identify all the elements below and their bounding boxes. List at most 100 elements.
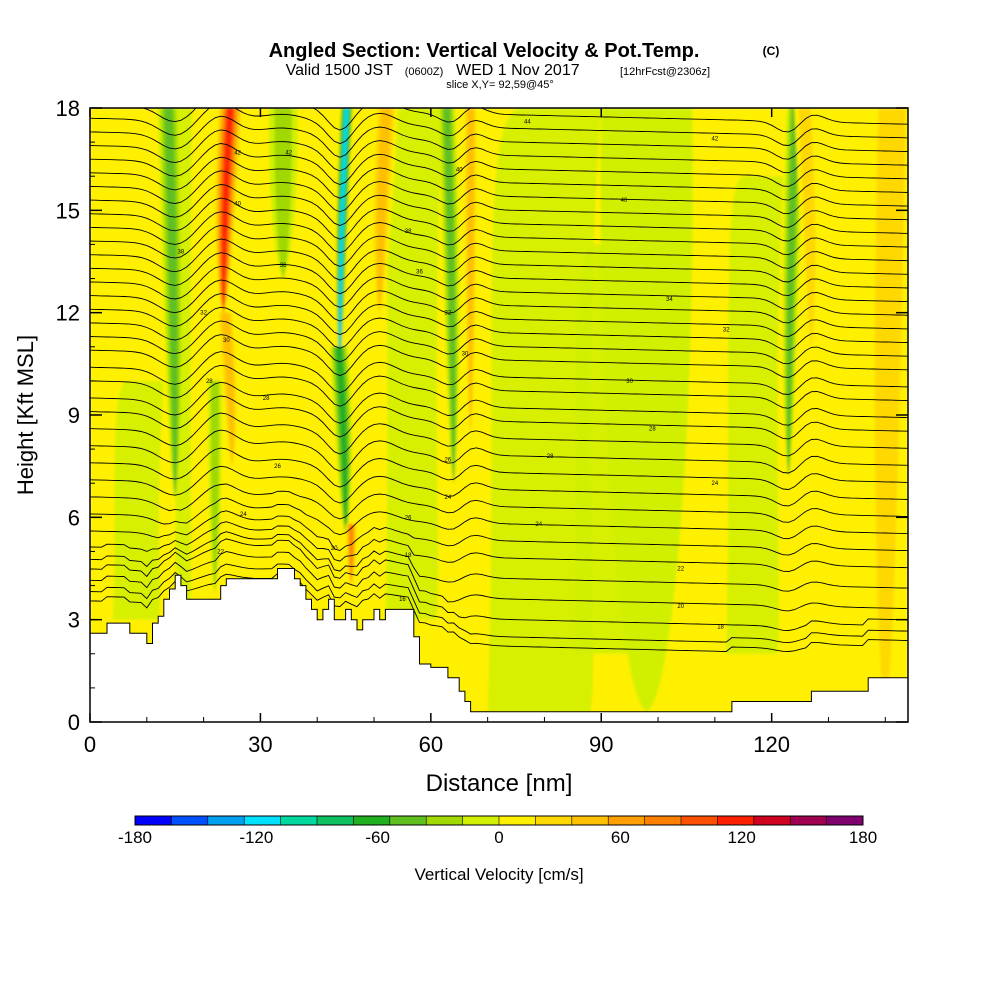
isentrope-line [90, 279, 908, 324]
isentrope-line [90, 531, 908, 592]
isentrope-line [90, 351, 908, 395]
colorbar-label: Vertical Velocity [cm/s] [414, 865, 583, 884]
x-tick-label: 30 [248, 732, 272, 757]
velocity-plume [786, 108, 800, 477]
field-region [112, 380, 164, 620]
colorbar-swatch [244, 816, 281, 825]
isentrope-line [90, 238, 908, 283]
contour-label: 42 [712, 137, 719, 143]
colorbar-swatch [499, 816, 536, 825]
field-region [487, 108, 602, 712]
contour-label: 24 [240, 512, 247, 518]
valid-time-date: WED 1 Nov 2017 [456, 62, 580, 79]
velocity-plume [339, 108, 349, 364]
isentrope-line [90, 115, 908, 160]
contour-label: 18 [405, 553, 412, 559]
colorbar-swatch [462, 816, 500, 825]
contour-label: 30 [626, 379, 633, 385]
velocity-plume [349, 524, 353, 586]
contour-label: 30 [223, 338, 230, 344]
colorbar-swatch [717, 816, 755, 825]
velocity-plume [339, 108, 349, 364]
isentrope-line [90, 395, 908, 440]
isentrope-line [90, 170, 908, 215]
isentrope-line [90, 510, 908, 556]
contour-label: 26 [405, 515, 412, 521]
contour-label: 22 [217, 549, 224, 555]
velocity-plume [376, 108, 392, 313]
contour-label: 26 [274, 464, 281, 470]
isentrope-line [90, 156, 908, 201]
colorbar-swatch [280, 816, 318, 825]
colorbar-swatch [207, 816, 245, 825]
y-tick-label: 3 [68, 608, 80, 633]
isentrope-line [141, 108, 908, 133]
colorbar-tick-label: -120 [239, 828, 273, 847]
terrain-mask [90, 568, 908, 722]
x-tick-label: 90 [589, 732, 613, 757]
isentrope-line [90, 538, 908, 612]
isentrope-line [90, 551, 908, 631]
contour-label: 22 [677, 567, 684, 573]
contour-label: 20 [677, 604, 684, 610]
velocity-plume [221, 312, 235, 467]
x-tick-label: 120 [753, 732, 790, 757]
x-tick-label: 0 [84, 732, 96, 757]
colorbar-swatch [426, 816, 463, 825]
colorbar-swatch [608, 816, 645, 825]
colorbar-swatch [790, 816, 827, 825]
isentrope-line [90, 184, 908, 228]
velocity-plume [874, 108, 906, 705]
colorbar-swatch [135, 816, 172, 825]
isentrope-line [90, 497, 908, 540]
x-tick-label: 60 [419, 732, 443, 757]
contour-label: 24 [535, 522, 542, 528]
contour-label: 28 [649, 427, 656, 433]
isentrope-line [90, 143, 908, 187]
contour-label: 32 [723, 328, 730, 334]
isentrope-line [90, 252, 908, 297]
y-tick-label: 6 [68, 505, 80, 530]
velocity-plume [222, 108, 233, 313]
velocity-plume [443, 108, 456, 484]
contour-label: 18 [717, 624, 724, 630]
contour-label: 26 [445, 457, 452, 463]
colorbar-swatch [535, 816, 573, 825]
chart-title-units: (C) [763, 44, 780, 58]
colorbar-swatch [571, 816, 609, 825]
isentrope-line [90, 447, 908, 490]
contour-label: 38 [405, 229, 412, 235]
colorbar-swatch [681, 816, 718, 825]
contour-label: 40 [621, 198, 628, 204]
isentrope-line [90, 320, 908, 365]
velocity-plume [210, 380, 220, 593]
isentrope-line [90, 412, 908, 457]
isentrope-line [90, 334, 908, 378]
contour-label: 40 [456, 167, 463, 173]
isentrope-line [90, 293, 908, 337]
contour-label: 32 [445, 311, 452, 317]
colorbar-tick-label: -180 [118, 828, 152, 847]
contour-label: 44 [524, 120, 531, 126]
isentrope-line [90, 563, 908, 644]
x-axis-label: Distance [nm] [426, 770, 573, 797]
contour-label: 40 [234, 202, 241, 208]
isentrope-line [90, 465, 908, 507]
velocity-plume [163, 108, 178, 497]
colorbar-tick-label: 0 [494, 828, 503, 847]
contour-label: 16 [399, 597, 406, 603]
contour-label: 42 [285, 150, 292, 156]
isentrope-line [90, 265, 908, 310]
colorbar-tick-label: 60 [611, 828, 630, 847]
contour-label: 38 [178, 249, 185, 255]
y-tick-label: 15 [56, 198, 80, 223]
isentrope-line [90, 306, 908, 351]
y-axis-label: Height [Kft MSL] [13, 335, 38, 495]
colorbar-swatch [826, 816, 864, 825]
colorbar-swatch [753, 816, 791, 825]
contour-label: 20 [331, 546, 338, 552]
colorbar-swatch [353, 816, 391, 825]
colorbar-swatch [171, 816, 209, 825]
contour-label: 24 [712, 481, 719, 487]
isentrope-line [90, 573, 908, 652]
